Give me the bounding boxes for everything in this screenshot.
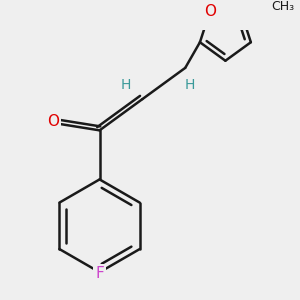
Text: F: F — [95, 266, 104, 280]
Text: H: H — [120, 78, 130, 92]
Text: O: O — [204, 4, 216, 19]
Text: O: O — [47, 114, 59, 129]
Text: CH₃: CH₃ — [272, 0, 295, 13]
Text: H: H — [184, 78, 195, 92]
